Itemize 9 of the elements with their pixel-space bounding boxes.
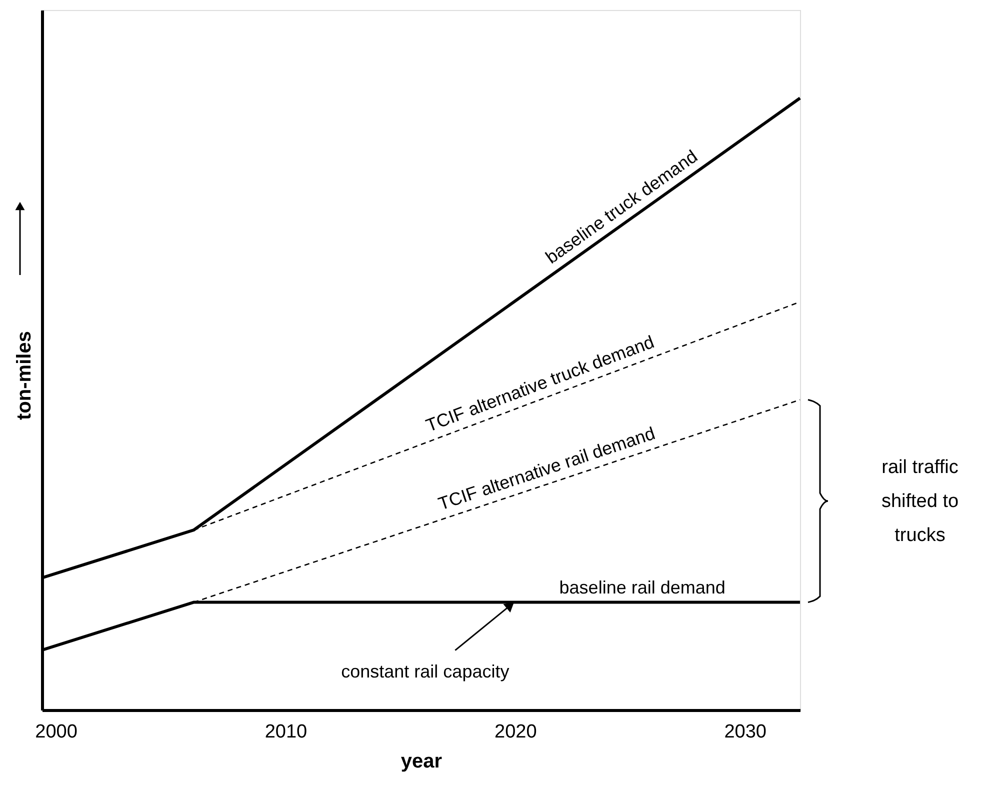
x-tick-label: 2030	[724, 722, 767, 742]
text: rail traffic shifted to trucks	[881, 457, 959, 546]
series-label: baseline rail demand	[559, 577, 726, 598]
annotation: constant rail capacity	[341, 661, 510, 682]
x-axis-title: year	[400, 750, 442, 772]
x-tick-label: 2020	[494, 722, 537, 742]
x-tick-label: 2010	[264, 722, 308, 742]
x-tick-label: 2000	[35, 722, 78, 742]
y-axis-title: ton-miles	[14, 331, 36, 420]
